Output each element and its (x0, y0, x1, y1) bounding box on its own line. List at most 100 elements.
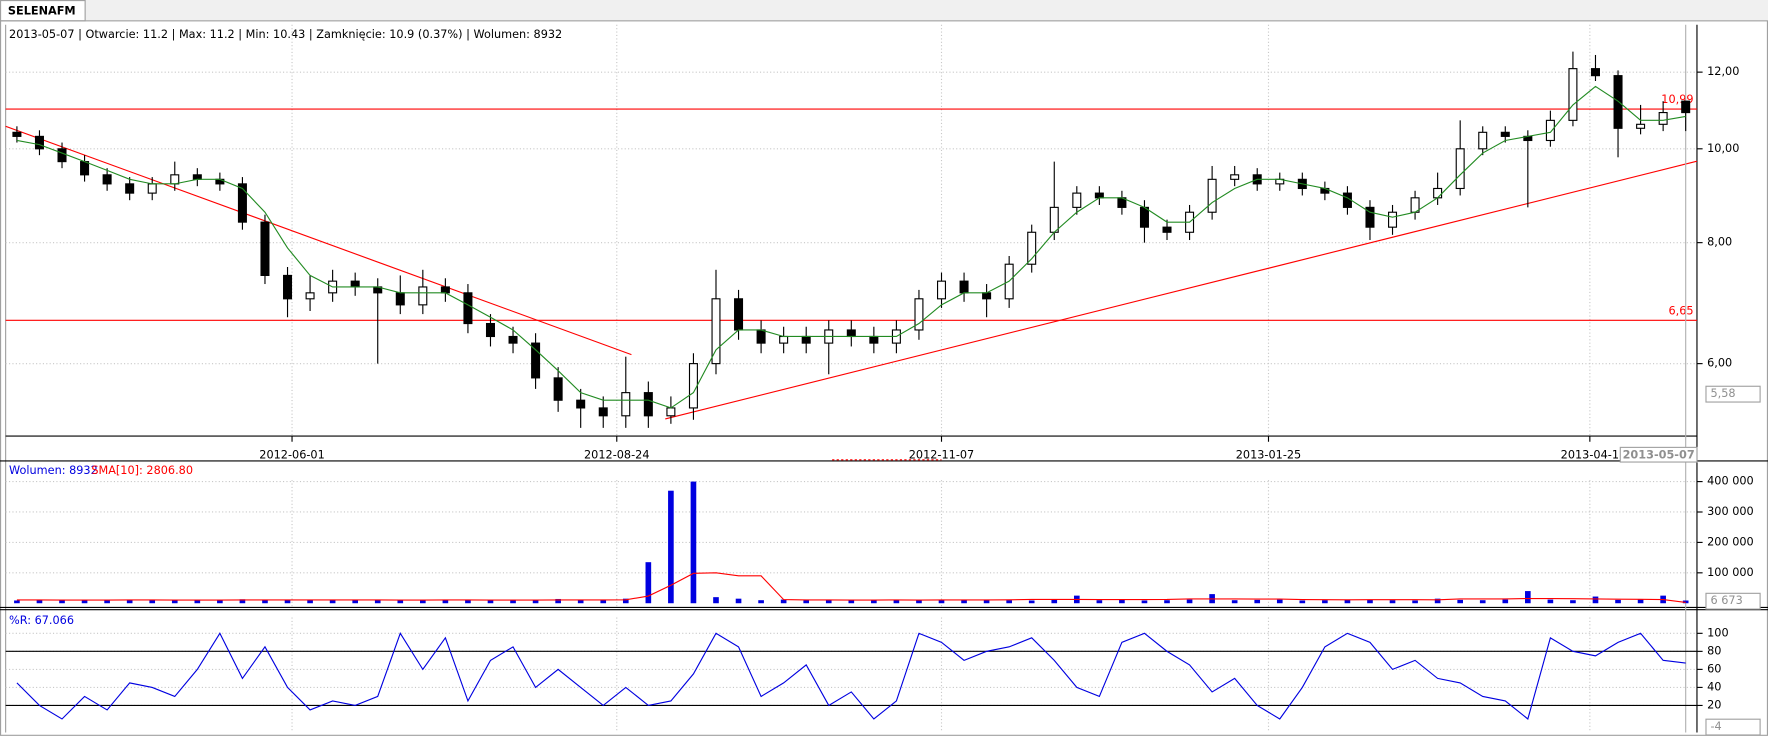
candle-body (711, 298, 721, 365)
volume-bar (420, 599, 426, 604)
candle-body (1478, 131, 1488, 150)
candle-body (283, 274, 293, 300)
candle-body (440, 286, 450, 294)
candle-body (102, 174, 112, 185)
y-tick-label: 60 (1707, 662, 1721, 675)
volume-bar (983, 599, 990, 604)
volume-bar (465, 599, 471, 604)
volume-bar (1547, 599, 1554, 604)
volume-bar (510, 600, 516, 604)
volume-bar (1276, 599, 1283, 604)
volume-bar (36, 599, 43, 604)
candle-body (237, 183, 247, 223)
frame (0, 20, 1768, 736)
volume-bar (1322, 600, 1328, 604)
volume-legend: Wolumen: 8932 (9, 464, 98, 477)
candle-body (1545, 119, 1555, 142)
cursor-date-label: 2013-05-07 (1623, 448, 1695, 461)
candle-body (1613, 75, 1623, 129)
volume-bar (780, 599, 787, 604)
candle-body (1568, 68, 1578, 121)
candle-body (1455, 148, 1465, 190)
cursor-date-box (1619, 446, 1698, 463)
trend-line (5, 125, 632, 356)
candle-body (395, 292, 405, 306)
candle-body (170, 174, 180, 185)
volume-bar (1096, 600, 1103, 604)
volume-bar (14, 600, 20, 604)
volume-bar (600, 599, 607, 604)
volume-bar (555, 598, 561, 604)
wr-legend: %R: 67.066 (9, 614, 74, 627)
y-tick-label: 40 (1707, 680, 1721, 693)
candle-body (1027, 231, 1037, 265)
y-tick-label: 12,00 (1707, 65, 1739, 78)
volume-bar (645, 562, 652, 604)
volume-bar (171, 600, 178, 604)
x-tick-label: 2012-08-24 (584, 448, 650, 461)
tab-bar (0, 0, 1768, 21)
volume-bar (735, 598, 742, 604)
candle-body (485, 322, 495, 338)
volume-bar (1570, 600, 1576, 604)
volume-bar (1186, 599, 1193, 604)
candle-body (1072, 192, 1082, 208)
candle-body (914, 298, 924, 331)
cursor-value-label: 5,58 (1710, 387, 1735, 400)
volume-bar (893, 599, 900, 604)
candle-body (350, 280, 360, 288)
y-tick-label: 300 000 (1707, 505, 1754, 518)
candle-body (1433, 187, 1443, 199)
volume-sma-line (16, 572, 1686, 603)
y-tick-label: 100 (1707, 626, 1729, 639)
volume-bar (239, 599, 246, 604)
candle-body (192, 174, 202, 180)
volume-bar (916, 600, 922, 604)
sma-legend: SMA[10]: 2806.80 (91, 464, 193, 477)
candle-body (1500, 131, 1510, 137)
volume-bar (1367, 599, 1373, 604)
volume-bar (1119, 599, 1125, 604)
volume-bar (1637, 599, 1644, 604)
x-tick-label: 2012-11-07 (909, 448, 975, 461)
volume-bar (442, 600, 449, 604)
volume-bar (532, 599, 539, 604)
candle-body (846, 329, 856, 338)
candle-body (553, 377, 563, 401)
candle-body (12, 131, 22, 137)
candle-body (756, 329, 766, 344)
volume-bar (1051, 599, 1058, 604)
volume-bar (1434, 598, 1441, 604)
volume-bar (352, 599, 358, 604)
candle-body (801, 335, 811, 344)
volume-bar (262, 599, 268, 604)
info-line: 2013-05-07 | Otwarcie: 11.2 | Max: 11.2 … (9, 28, 562, 41)
volume-bar (374, 600, 381, 604)
candle-body (147, 183, 157, 194)
volume-bar (59, 600, 65, 604)
sma-line (16, 85, 1686, 409)
volume-bar (194, 600, 201, 604)
volume-bar (81, 600, 88, 604)
candle-body (463, 292, 473, 325)
candle-body (598, 407, 608, 417)
volume-bar (1457, 599, 1463, 604)
volume-bar (1028, 600, 1035, 604)
volume-bar (871, 600, 877, 604)
cursor-value-box (1705, 592, 1761, 610)
volume-bar (803, 600, 810, 604)
candle-body (869, 335, 879, 344)
volume-bar (126, 600, 133, 604)
volume-bar (1592, 596, 1599, 604)
candle-body (531, 342, 541, 379)
volume-bar (329, 599, 336, 604)
candle-body (125, 183, 135, 194)
volume-bar (104, 599, 110, 604)
volume-bar (577, 600, 584, 604)
volume-bar (713, 597, 719, 604)
y-tick-label: 400 000 (1707, 475, 1754, 488)
candle-body (80, 161, 90, 176)
tab-label: SELENAFM (8, 4, 76, 17)
y-tick-label: 8,00 (1707, 236, 1732, 249)
